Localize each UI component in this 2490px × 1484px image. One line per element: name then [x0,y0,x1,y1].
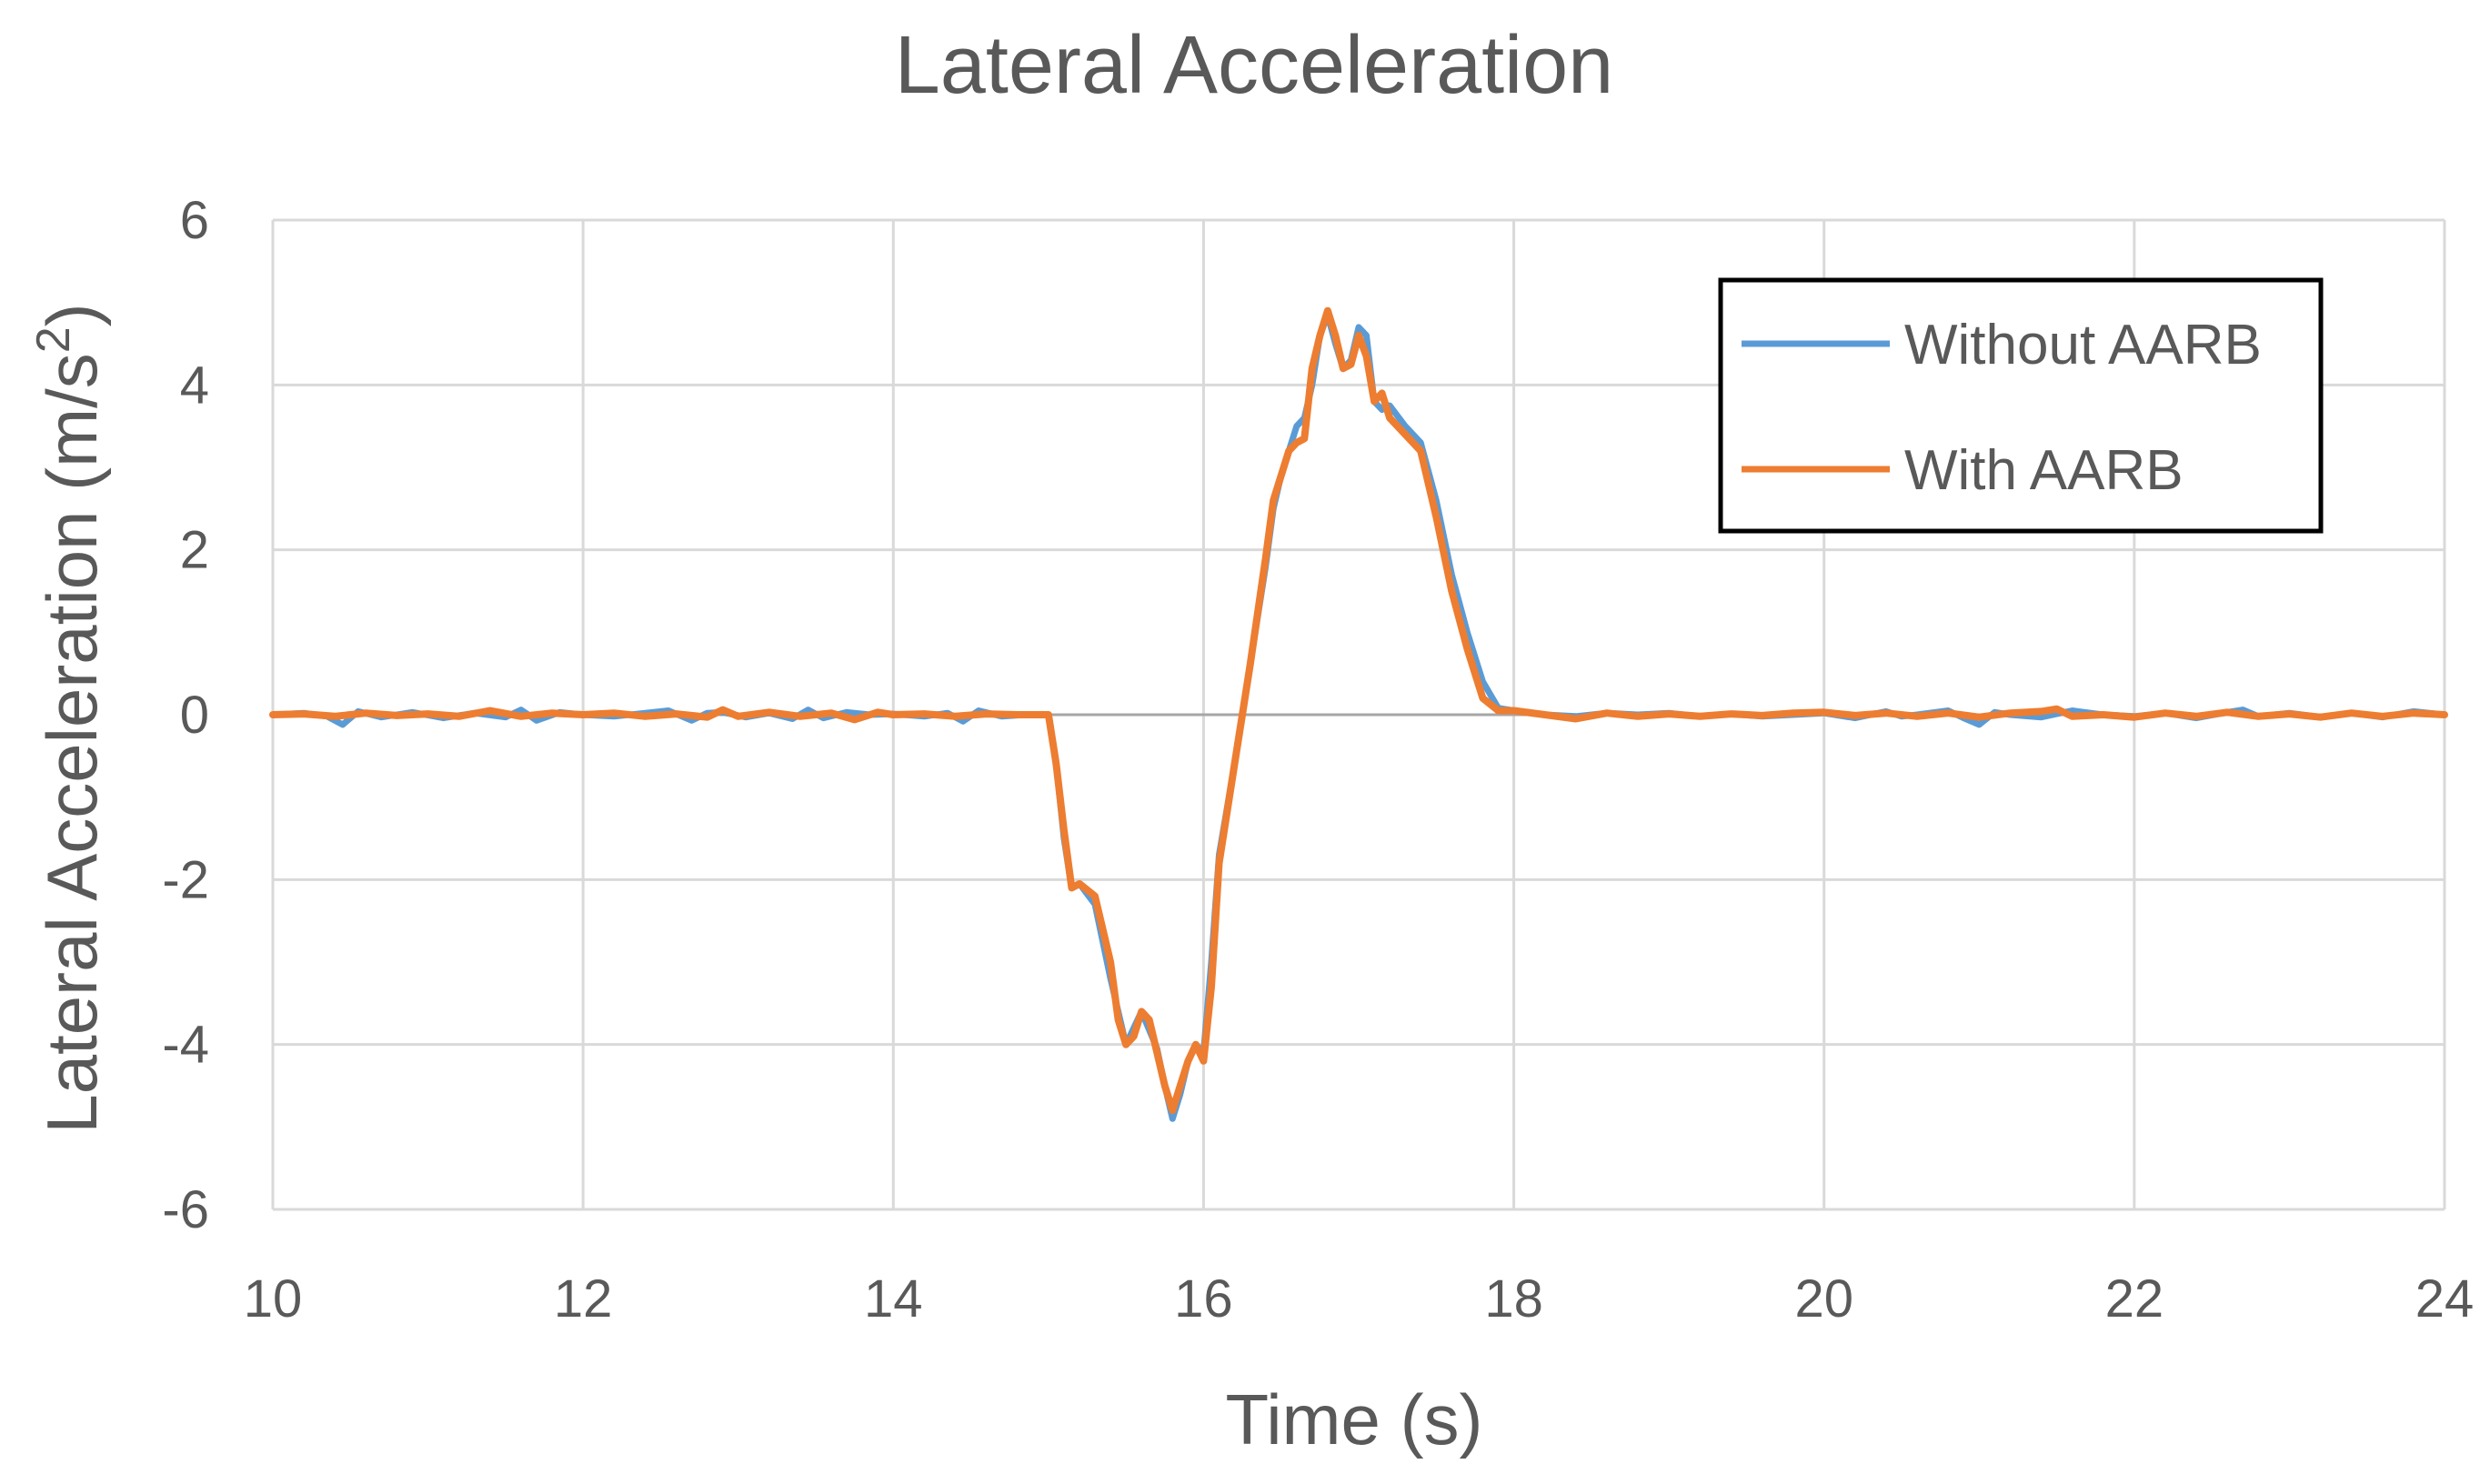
x-tick-label: 18 [1484,1269,1543,1329]
y-tick-label: -4 [162,1016,209,1075]
x-tick-label: 20 [1794,1269,1853,1329]
chart-title: Lateral Acceleration [895,20,1614,111]
x-tick-label: 24 [2415,1269,2475,1329]
y-axis-title-end: ) [32,303,112,326]
legend-label-without-aarb: Without AARB [1904,314,2262,376]
series-lines [269,306,2448,1122]
y-tick-label: -6 [162,1180,209,1239]
y-tick-label: 0 [180,686,209,745]
x-tick-label: 10 [244,1269,303,1329]
y-axis-title-main: Lateral Acceleration (m/s [32,353,112,1133]
x-tick-label: 16 [1174,1269,1233,1329]
y-tick-label: 6 [180,191,209,250]
y-tick-label: 2 [180,521,209,580]
legend: Without AARB With AARB [1718,277,2324,534]
x-tick-label: 14 [864,1269,923,1329]
y-axis-title-superscript: 2 [27,326,80,353]
y-tick-label: 4 [180,356,209,415]
x-tick-label: 12 [554,1269,613,1329]
series-line-with-aarb [269,306,2448,1115]
legend-box [1718,277,2324,534]
y-tick-label: -2 [162,850,209,909]
y-axis-title: Lateral Acceleration (m/s2) [27,303,112,1133]
x-axis-title: Time (s) [1225,1379,1482,1459]
x-tick-label: 22 [2105,1269,2164,1329]
legend-label-with-aarb: With AARB [1904,439,2184,502]
